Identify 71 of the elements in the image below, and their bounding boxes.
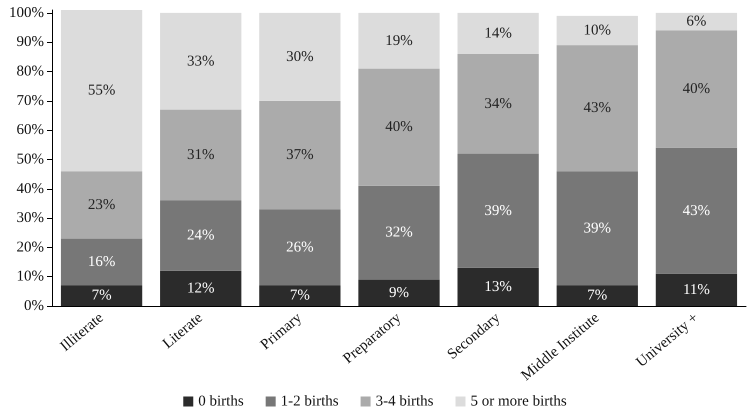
bar [656,30,738,148]
y-tick-label: 70% [16,92,44,109]
bar [259,285,341,306]
bar [358,186,440,280]
data-label: 16% [88,254,116,270]
y-tick-label: 10% [16,268,44,285]
data-label: 26% [286,239,314,256]
legend-label: 0 births [198,394,244,410]
bar [457,12,539,54]
data-label: 40% [385,119,413,136]
data-label: 37% [286,147,314,164]
data-label: 6% [686,14,706,30]
bar [457,54,539,154]
y-tick-label: 40% [16,180,44,197]
bar [656,148,738,274]
data-label: 55% [88,82,116,99]
data-label: 34% [484,96,512,112]
bar [556,45,638,172]
bar [60,238,142,286]
data-label: 7% [290,288,310,304]
legend-label: 5 or more births [470,394,567,410]
data-label: 24% [186,228,214,244]
y-tick-label: 20% [16,239,44,256]
bar [556,285,638,306]
data-label: 7% [587,288,608,304]
bar [259,12,341,101]
bar [358,68,440,186]
data-label: 23% [88,196,116,213]
bar [457,154,539,268]
bar [160,200,242,271]
bar [358,12,440,69]
bar [556,171,638,286]
bar [656,274,738,306]
y-tick-label: 100% [9,4,44,21]
data-label: 39% [584,220,612,236]
y-tick-label: 60% [16,122,44,138]
legend-label: 3-4 births [376,394,434,410]
bar [160,12,242,110]
bar [259,100,341,210]
bar [160,270,242,306]
bar [556,16,638,46]
data-label: 10% [584,22,612,39]
bar [60,285,142,306]
data-label: 13% [484,278,512,295]
data-label: 40% [682,81,710,98]
bar [457,268,539,306]
data-label: 32% [385,224,413,241]
bar [60,171,142,239]
data-label: 14% [484,25,512,42]
bar [358,280,440,306]
legend-label: 1-2 births [280,394,339,410]
data-label: 31% [186,147,214,164]
data-label: 12% [186,280,214,296]
data-label: 30% [286,48,314,65]
y-tick-label: 30% [16,210,44,226]
data-label: 7% [92,288,112,304]
bar [60,10,142,172]
y-tick-label: 0% [24,298,44,314]
y-tick-label: 50% [16,151,44,168]
y-tick-label: 80% [16,64,44,80]
y-tick-label: 90% [16,34,44,50]
data-label: 19% [385,32,413,49]
bar [656,12,738,31]
data-label: 9% [389,284,409,301]
bar [160,110,242,200]
data-label: 11% [682,282,710,298]
data-label: 43% [584,100,612,116]
data-label: 33% [186,53,214,70]
data-label: 39% [484,202,512,219]
bar [259,209,341,286]
data-label: 43% [682,202,710,219]
